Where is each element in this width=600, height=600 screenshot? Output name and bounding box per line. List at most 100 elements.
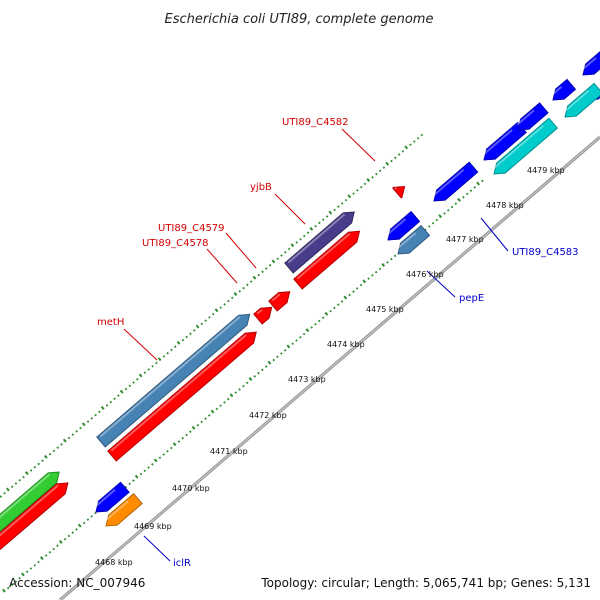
tick-mark [188,430,192,433]
gene-label: iclR [173,558,191,569]
kbp-labels: 4468 kbp 4469 kbp 4470 kbp 4471 kbp 4472 kbp… [95,166,565,567]
tick-mark [79,426,82,430]
tick-mark [119,389,124,394]
tick-mark [157,357,162,362]
gene-arrow-blue [95,481,130,513]
tick-mark [75,430,78,433]
tick-mark [185,433,188,437]
tick-mark [412,140,416,143]
tick-mark [324,311,329,316]
tick-mark [100,406,105,410]
tick-mark [67,534,71,538]
gene-arrow-blue [517,102,549,131]
tick-mark [204,319,207,322]
tick-mark [71,531,74,534]
genome-summary-text: Topology: circular; Length: 5,065,741 bp… [261,576,591,590]
gene-label: yjbB [250,182,272,193]
tick-mark [386,261,389,264]
gene-arrow-red [253,306,273,325]
kbp-label: 4479 kbp [527,166,565,175]
tick-mark [105,404,109,407]
tick-mark [158,456,162,460]
tick-mark [476,181,480,186]
tick-mark [226,397,230,401]
tick-mark [280,352,283,355]
tick-mark [113,397,116,401]
gene-arrow-cyan [564,82,600,118]
gene-label-leader [123,328,158,361]
gene-label: UTI89_C4582 [282,117,349,128]
tick-mark [271,259,276,264]
tick-mark [352,290,355,293]
tick-mark [333,306,336,310]
gene-arrow-red [293,230,361,290]
tick-mark [343,295,348,300]
tick-mark [261,368,264,372]
tick-mark [347,194,352,199]
tick-mark [166,449,169,453]
tick-mark [248,377,253,381]
tick-mark [71,433,75,436]
tick-mark [325,215,329,218]
kbp-label: 4476 kbp [406,270,444,279]
gene-arrow-red-highlight [394,186,397,190]
tick-mark [136,377,139,381]
tick-mark [3,491,6,495]
tick-mark [170,446,173,450]
tick-marks [0,133,484,593]
gene-arrow-red [392,185,406,199]
tick-mark [208,316,211,319]
tick-mark [252,275,257,280]
tick-mark [204,417,207,420]
tick-mark [151,364,154,368]
gene-arrow-steelblue [96,313,251,448]
kbp-label: 4470 kbp [172,484,210,493]
tick-mark [39,556,44,561]
tick-mark [314,322,317,326]
tick-mark [318,221,321,225]
tick-mark [173,345,177,348]
gene-arrow-blue-highlight [516,109,535,126]
tick-mark [41,459,44,462]
gene-label-leader [426,270,456,298]
tick-mark [337,205,340,208]
gene-features [0,51,600,551]
tick-mark [394,156,397,160]
tick-mark [10,583,14,587]
tick-mark [305,328,310,333]
tick-mark [295,339,298,342]
tick-mark [176,340,181,345]
tick-mark [280,254,283,257]
tick-mark [139,472,143,476]
tick-mark [265,267,268,270]
tick-mark [295,241,298,244]
tick-mark [242,286,245,290]
accession-text: Accession: NC_007946 [9,576,146,590]
tick-mark [33,465,37,469]
tick-mark [219,404,222,407]
tick-mark [321,218,325,221]
gene-label: metH [97,317,124,328]
tick-mark [6,487,10,492]
tick-mark [75,528,78,531]
gene-label: UTI89_C4578 [142,238,209,249]
tick-mark [393,254,397,258]
tick-mark [37,462,40,466]
tick-mark [124,485,128,489]
tick-mark [2,588,6,593]
tick-mark [314,224,317,228]
tick-mark [18,478,22,482]
tick-mark [223,303,226,306]
tick-mark [151,462,154,466]
tick-mark [264,365,268,368]
tick-mark [302,234,306,238]
tick-mark [359,283,363,287]
tick-mark [420,133,424,137]
gene-label: UTI89_C4583 [512,247,579,258]
tick-mark [481,179,484,183]
tick-mark [230,296,234,300]
tick-mark [363,182,367,186]
tick-mark [328,210,333,215]
tick-mark [355,287,359,290]
gene-arrow-steelblue-highlight [99,316,241,438]
